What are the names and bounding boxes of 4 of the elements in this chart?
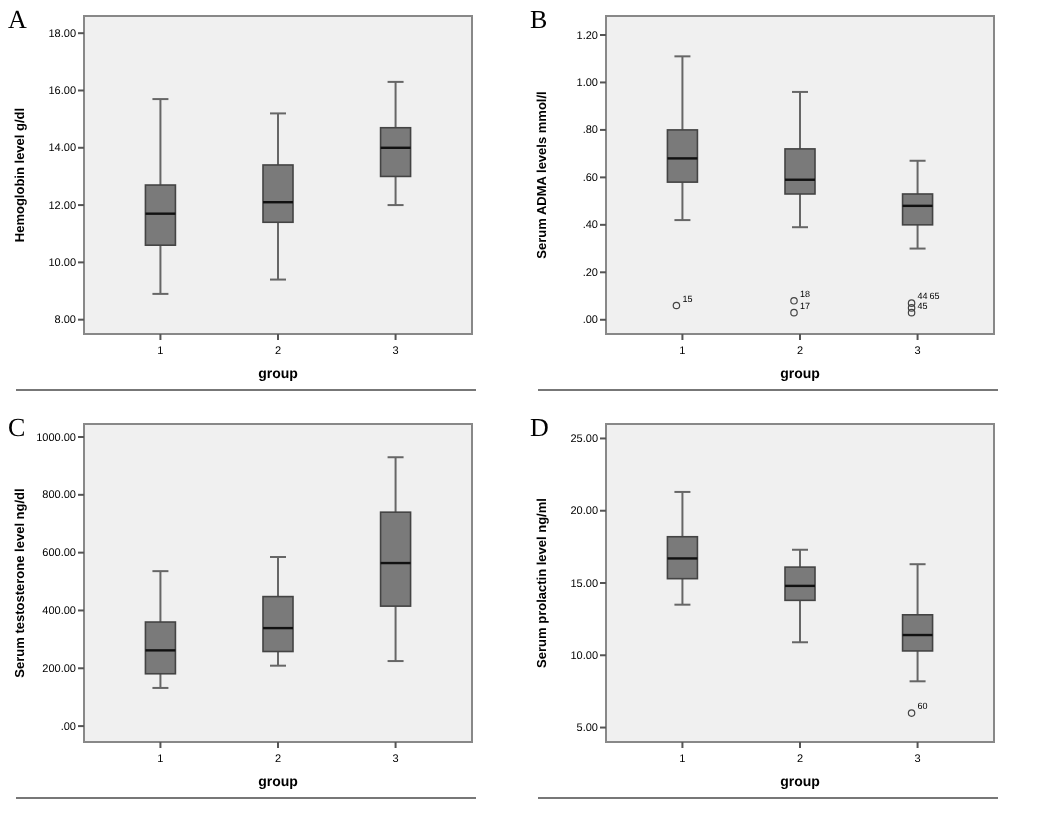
chart-title: C <box>8 412 26 442</box>
chart-title: A <box>8 4 28 34</box>
chart-title: B <box>530 4 548 34</box>
chart-title: D <box>530 412 549 442</box>
